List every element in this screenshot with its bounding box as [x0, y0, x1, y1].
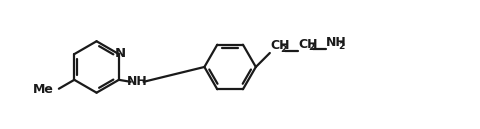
Text: 2: 2 [308, 43, 314, 53]
Text: Me: Me [33, 83, 54, 96]
Text: N: N [114, 47, 125, 60]
Text: 2: 2 [280, 45, 287, 54]
Text: NH: NH [325, 36, 347, 49]
Text: CH: CH [270, 39, 289, 53]
Text: CH: CH [298, 38, 317, 51]
Text: 2: 2 [337, 42, 344, 51]
Text: NH: NH [127, 75, 147, 88]
